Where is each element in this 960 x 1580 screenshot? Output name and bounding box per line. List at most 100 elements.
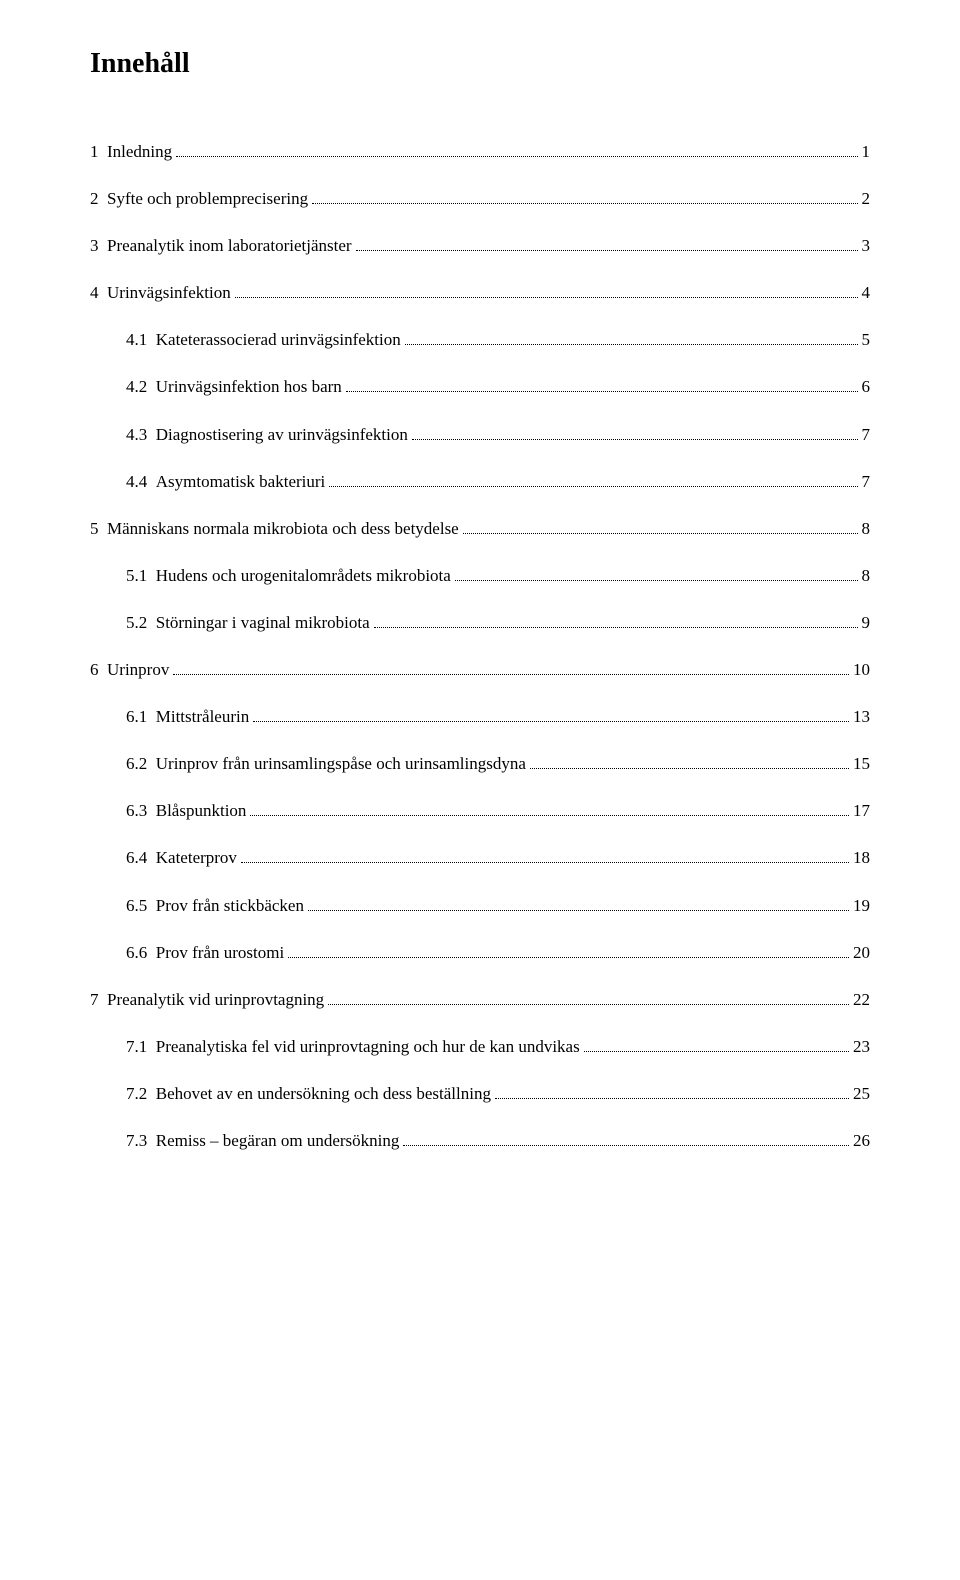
toc-entry-label: 4.4 Asymtomatisk bakteriuri (126, 471, 325, 493)
toc-entry-label: 4 Urinvägsinfektion (90, 282, 231, 304)
toc-entry-page: 5 (862, 329, 871, 351)
toc-entry-page: 3 (862, 235, 871, 257)
toc-entry: 6.1 Mittstråleurin 13 (126, 705, 870, 728)
toc-entry-text: Kateterprov (156, 848, 237, 867)
toc-entry-page: 6 (862, 376, 871, 398)
toc-entry-number: 6 (90, 660, 99, 679)
toc-leader-dots (455, 564, 858, 581)
toc-entry-label: 4.1 Kateterassocierad urinvägsinfektion (126, 329, 401, 351)
toc-leader-dots (173, 658, 849, 675)
toc-entry-number: 4.1 (126, 330, 147, 349)
toc-leader-dots (530, 752, 849, 769)
toc-entry-page: 15 (853, 753, 870, 775)
toc-entry-text: Människans normala mikrobiota och dess b… (107, 519, 459, 538)
toc-entry: 4.4 Asymtomatisk bakteriuri 7 (126, 470, 870, 493)
toc-entry-page: 13 (853, 706, 870, 728)
toc-entry-text: Preanalytik vid urinprovtagning (107, 990, 324, 1009)
page-title: Innehåll (90, 48, 870, 80)
toc-leader-dots (176, 140, 857, 157)
toc-entry-text: Asymtomatisk bakteriuri (156, 472, 326, 491)
toc-entry-page: 10 (853, 659, 870, 681)
toc-entry-text: Preanalytik inom laboratorietjänster (107, 236, 352, 255)
toc-entry: 7.2 Behovet av en undersökning och dess … (126, 1082, 870, 1105)
toc-entry-text: Urinprov (107, 660, 169, 679)
toc-entry-label: 6.6 Prov från urostomi (126, 942, 284, 964)
toc-leader-dots (374, 611, 858, 628)
toc-entry-page: 19 (853, 895, 870, 917)
toc-entry: 6.2 Urinprov från urinsamlingspåse och u… (126, 752, 870, 775)
toc-entry-text: Urinvägsinfektion hos barn (156, 377, 342, 396)
toc-entry: 7.3 Remiss – begäran om undersökning26 (126, 1129, 870, 1152)
toc-entry-label: 5.2 Störningar i vaginal mikrobiota (126, 612, 370, 634)
toc-entry: 6.6 Prov från urostomi 20 (126, 941, 870, 964)
toc-entry-label: 7 Preanalytik vid urinprovtagning (90, 989, 324, 1011)
toc-leader-dots (463, 517, 858, 534)
toc-entry: 4 Urinvägsinfektion4 (90, 281, 870, 304)
toc-entry-number: 6.5 (126, 896, 147, 915)
toc-entry-page: 7 (862, 471, 871, 493)
toc-entry-label: 6.1 Mittstråleurin (126, 706, 249, 728)
toc-entry-text: Störningar i vaginal mikrobiota (156, 613, 370, 632)
toc-entry-number: 7.2 (126, 1084, 147, 1103)
toc-entry-page: 22 (853, 989, 870, 1011)
toc-entry-text: Urinvägsinfektion (107, 283, 231, 302)
toc-leader-dots (403, 1129, 849, 1146)
toc-entry-number: 4.4 (126, 472, 147, 491)
toc-entry-label: 5.1 Hudens och urogenitalområdets mikrob… (126, 565, 451, 587)
toc-entry: 2 Syfte och problemprecisering2 (90, 187, 870, 210)
toc-entry: 4.2 Urinvägsinfektion hos barn 6 (126, 375, 870, 398)
toc-entry-text: Preanalytiska fel vid urinprovtagning oc… (156, 1037, 580, 1056)
toc-entry: 4.1 Kateterassocierad urinvägsinfektion 5 (126, 328, 870, 351)
toc-entry-label: 4.2 Urinvägsinfektion hos barn (126, 376, 342, 398)
toc-entry-label: 6.5 Prov från stickbäcken (126, 895, 304, 917)
toc-entry-number: 7 (90, 990, 99, 1009)
toc-entry-number: 6.1 (126, 707, 147, 726)
toc-entry-page: 18 (853, 847, 870, 869)
toc-entry-text: Inledning (107, 142, 172, 161)
toc-entry: 6.4 Kateterprov 18 (126, 846, 870, 869)
toc-entry-number: 4.3 (126, 425, 147, 444)
toc-entry-number: 6.6 (126, 943, 147, 962)
toc-entry-number: 4.2 (126, 377, 147, 396)
toc-entry-text: Urinprov från urinsamlingspåse och urins… (156, 754, 526, 773)
toc-entry: 4.3 Diagnostisering av urinvägsinfektion… (126, 423, 870, 446)
toc-entry-label: 7.1 Preanalytiska fel vid urinprovtagnin… (126, 1036, 580, 1058)
toc-entry-text: Kateterassocierad urinvägsinfektion (156, 330, 401, 349)
toc-entry-page: 1 (862, 141, 871, 163)
toc-entry-label: 6 Urinprov (90, 659, 169, 681)
toc-entry-label: 7.2 Behovet av en undersökning och dess … (126, 1083, 491, 1105)
toc-entry-text: Mittstråleurin (156, 707, 249, 726)
toc-entry-text: Behovet av en undersökning och dess best… (156, 1084, 491, 1103)
toc-entry-number: 4 (90, 283, 99, 302)
toc-entry: 5.1 Hudens och urogenitalområdets mikrob… (126, 564, 870, 587)
toc-entry-page: 8 (862, 518, 871, 540)
toc-entry-label: 1 Inledning (90, 141, 172, 163)
toc-entry-text: Prov från urostomi (156, 943, 284, 962)
toc-entry: 6.5 Prov från stickbäcken 19 (126, 894, 870, 917)
toc-entry-text: Hudens och urogenitalområdets mikrobiota (156, 566, 451, 585)
toc-entry-label: 2 Syfte och problemprecisering (90, 188, 308, 210)
toc-leader-dots (312, 187, 857, 204)
toc-entry-number: 2 (90, 189, 99, 208)
toc-leader-dots (235, 281, 858, 298)
toc-entry-label: 5 Människans normala mikrobiota och dess… (90, 518, 459, 540)
toc-leader-dots (328, 988, 849, 1005)
toc-leader-dots (356, 234, 858, 251)
toc-entry-page: 8 (862, 565, 871, 587)
toc-entry: 3 Preanalytik inom laboratorietjänster3 (90, 234, 870, 257)
toc-entry-page: 17 (853, 800, 870, 822)
toc-leader-dots (329, 470, 857, 487)
toc-leader-dots (405, 328, 858, 345)
toc-entry-text: Remiss – begäran om undersökning (156, 1131, 400, 1150)
toc-leader-dots (495, 1082, 849, 1099)
toc-entry-text: Blåspunktion (156, 801, 247, 820)
toc-entry-number: 7.1 (126, 1037, 147, 1056)
toc-leader-dots (253, 705, 849, 722)
toc-entry-label: 6.2 Urinprov från urinsamlingspåse och u… (126, 753, 526, 775)
toc-entry-number: 5.1 (126, 566, 147, 585)
toc-entry-number: 5.2 (126, 613, 147, 632)
toc-entry-page: 20 (853, 942, 870, 964)
toc-leader-dots (288, 941, 849, 958)
toc-entry-number: 6.4 (126, 848, 147, 867)
toc-entry: 7.1 Preanalytiska fel vid urinprovtagnin… (126, 1035, 870, 1058)
